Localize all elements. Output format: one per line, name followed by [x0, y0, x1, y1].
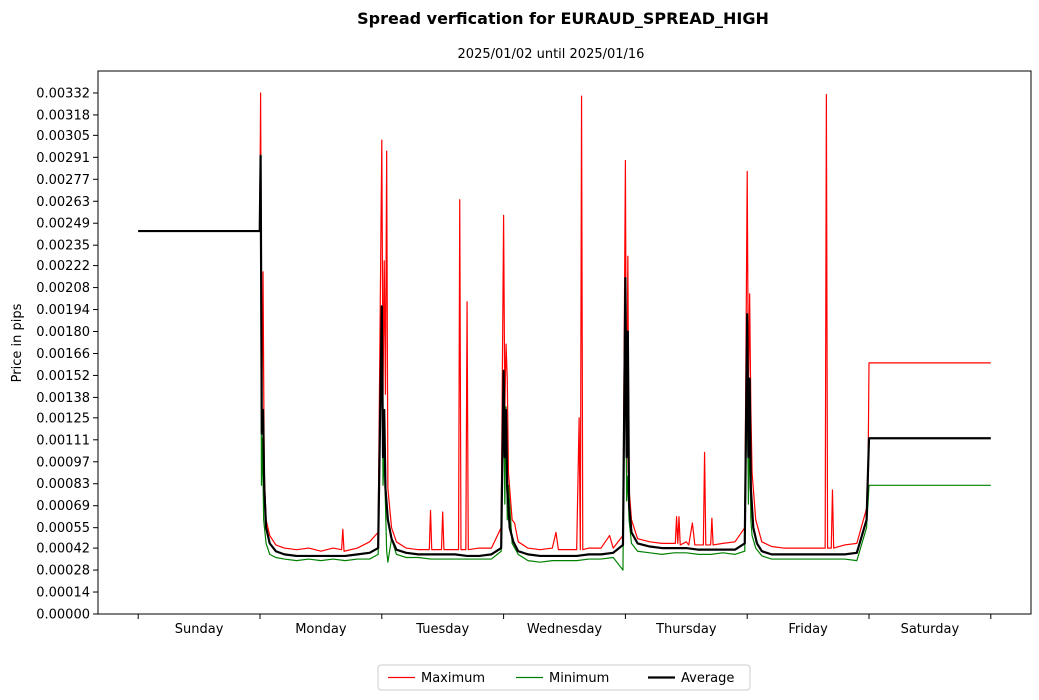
chart-title: Spread verfication for EURAUD_SPREAD_HIG…: [357, 9, 769, 28]
y-axis-ticks: 0.00000 0.00014 0.00028 0.00042 0.00055 0.000…: [36, 86, 98, 623]
y-tick-label: 0.00097: [36, 455, 90, 470]
y-tick-label: 0.00332: [36, 86, 90, 101]
y-tick-label: 0.00235: [36, 239, 90, 254]
y-tick-label: 0.00069: [36, 499, 90, 514]
y-tick-label: 0.00291: [36, 151, 90, 166]
legend-box: [377, 664, 751, 691]
series-line-average: [138, 154, 991, 558]
y-tick-label: 0.00111: [36, 433, 90, 448]
y-tick-label: 0.00028: [36, 564, 90, 579]
series-line-minimum: [138, 155, 991, 571]
y-tick-label: 0.00249: [36, 217, 90, 232]
y-tick-label: 0.00152: [36, 369, 90, 384]
x-tick-label-wednesday: Wednesday: [527, 622, 603, 637]
x-tick-label-thursday: Thursday: [655, 622, 717, 637]
y-tick-label: 0.00277: [36, 173, 90, 188]
x-tick-label-sunday: Sunday: [175, 622, 224, 637]
series-line-maximum: [138, 92, 991, 552]
y-tick-label: 0.00318: [36, 108, 90, 123]
y-tick-label: 0.00042: [36, 542, 90, 557]
y-tick-label: 0.00138: [36, 391, 90, 406]
y-tick-label: 0.00055: [36, 521, 90, 536]
y-tick-label: 0.00222: [36, 259, 90, 274]
chart-subtitle: 2025/01/02 until 2025/01/16: [458, 47, 645, 62]
x-tick-label-friday: Friday: [788, 622, 828, 637]
y-tick-label: 0.00305: [36, 129, 90, 144]
legend-label-average: Average: [681, 671, 734, 686]
x-tick-label-monday: Monday: [295, 622, 347, 637]
y-tick-label: 0.00194: [36, 303, 90, 318]
plot-frame: [97, 70, 1032, 615]
x-axis-ticks: Sunday Monday Tuesday Wednesday Thursday Frid…: [137, 614, 992, 637]
y-axis-label: Price in pips: [10, 303, 25, 382]
y-tick-label: 0.00166: [36, 347, 90, 362]
y-tick-label: 0.00208: [36, 281, 90, 296]
y-tick-label: 0.00263: [36, 195, 90, 210]
y-tick-label: 0.00180: [36, 325, 90, 340]
y-tick-label: 0.00000: [36, 608, 90, 623]
y-tick-label: 0.00014: [36, 586, 90, 601]
series-layer: [138, 92, 991, 571]
y-tick-label: 0.00125: [36, 411, 90, 426]
legend-label-maximum: Maximum: [421, 671, 485, 686]
legend: Maximum Minimum Average: [377, 664, 751, 691]
legend-label-minimum: Minimum: [549, 671, 609, 686]
x-tick-label-tuesday: Tuesday: [415, 622, 469, 637]
y-tick-label: 0.00083: [36, 477, 90, 492]
x-tick-label-saturday: Saturday: [901, 622, 960, 637]
